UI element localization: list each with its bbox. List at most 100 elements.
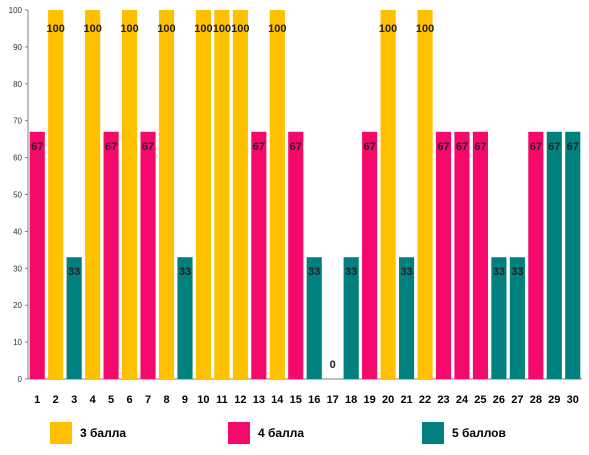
bar <box>121 10 138 379</box>
y-tick-label: 100 <box>9 6 23 15</box>
legend-swatch-3 <box>50 422 72 444</box>
x-tick-label: 26 <box>493 394 505 406</box>
x-tick-label: 3 <box>71 394 77 406</box>
data-label: 33 <box>345 266 357 278</box>
data-label: 0 <box>330 359 336 371</box>
x-tick-label: 25 <box>474 394 486 406</box>
data-label: 67 <box>290 141 302 153</box>
x-tick-label: 8 <box>163 394 169 406</box>
data-label: 33 <box>308 266 320 278</box>
bar <box>362 131 378 379</box>
data-label: 67 <box>548 141 560 153</box>
bar <box>398 257 415 379</box>
legend-item-5: 5 баллов <box>422 422 506 444</box>
data-label: 67 <box>474 141 486 153</box>
bar <box>48 10 64 379</box>
bar <box>85 10 101 379</box>
x-tick-label: 27 <box>511 394 523 406</box>
x-tick-label: 10 <box>197 394 209 406</box>
x-tick-label: 9 <box>182 394 188 406</box>
y-tick-label: 30 <box>13 264 22 273</box>
bar <box>251 131 267 379</box>
bar <box>343 257 359 379</box>
bar <box>417 10 433 379</box>
data-label: 100 <box>83 23 101 35</box>
data-label: 33 <box>68 266 80 278</box>
data-label: 100 <box>120 23 138 35</box>
data-label: 67 <box>364 141 376 153</box>
legend-label-5: 5 баллов <box>452 426 506 440</box>
x-tick-label: 28 <box>530 394 542 406</box>
data-label: 67 <box>456 141 468 153</box>
bar <box>435 131 452 379</box>
data-label: 33 <box>493 266 505 278</box>
data-label: 100 <box>194 23 212 35</box>
data-label: 100 <box>231 23 249 35</box>
x-tick-label: 20 <box>382 394 394 406</box>
y-tick-label: 60 <box>13 154 22 163</box>
bar <box>177 257 193 379</box>
bar <box>454 131 470 379</box>
bar <box>269 10 285 379</box>
bar <box>66 257 82 379</box>
x-tick-label: 12 <box>234 394 246 406</box>
data-label: 33 <box>179 266 191 278</box>
legend-swatch-5 <box>422 422 444 444</box>
y-tick-label: 0 <box>18 375 23 384</box>
x-tick-label: 22 <box>419 394 431 406</box>
x-tick-label: 18 <box>345 394 357 406</box>
data-label: 33 <box>400 266 412 278</box>
y-tick-label: 40 <box>13 227 22 236</box>
x-tick-label: 7 <box>145 394 151 406</box>
bar <box>140 131 156 379</box>
x-tick-label: 13 <box>253 394 265 406</box>
data-label: 67 <box>142 141 154 153</box>
bar <box>565 131 581 379</box>
data-label: 67 <box>105 141 117 153</box>
y-tick-label: 10 <box>13 338 22 347</box>
data-label: 100 <box>416 23 434 35</box>
x-tick-label: 19 <box>364 394 376 406</box>
x-tick-label: 2 <box>53 394 59 406</box>
bar <box>472 131 489 379</box>
data-label: 67 <box>437 141 449 153</box>
bar <box>158 10 175 379</box>
y-axis: 0 10 20 30 40 50 60 70 80 90 100 <box>9 6 29 384</box>
data-label: 100 <box>213 23 231 35</box>
x-tick-label: 1 <box>34 394 40 406</box>
x-tick-label: 17 <box>327 394 339 406</box>
y-tick-label: 70 <box>13 117 22 126</box>
bars <box>29 10 581 379</box>
x-tick-label: 15 <box>290 394 302 406</box>
bar <box>214 10 230 379</box>
data-label: 100 <box>47 23 65 35</box>
legend-item-3: 3 балла <box>50 422 126 444</box>
x-tick-label: 23 <box>437 394 449 406</box>
bar <box>29 131 45 379</box>
y-tick-label: 90 <box>13 43 22 52</box>
bar <box>491 257 507 379</box>
legend-swatch-4 <box>228 422 250 444</box>
bar <box>195 10 212 379</box>
data-label: 67 <box>530 141 542 153</box>
x-tick-label: 5 <box>108 394 114 406</box>
legend-label-3: 3 балла <box>80 426 127 440</box>
data-label: 100 <box>379 23 397 35</box>
data-label: 67 <box>253 141 265 153</box>
x-axis: 1 2 3 4 5 6 7 8 9 10 11 12 13 14 15 16 17 18 19 20 21 22 23 24 2… <box>28 378 582 406</box>
bar <box>288 131 304 379</box>
x-tick-label: 16 <box>308 394 320 406</box>
data-label: 33 <box>511 266 523 278</box>
data-label: 67 <box>567 141 579 153</box>
data-label: 67 <box>31 141 43 153</box>
x-tick-label: 4 <box>90 394 97 406</box>
bar <box>232 10 248 379</box>
legend-label-4: 4 балла <box>258 426 305 440</box>
x-tick-label: 11 <box>216 394 228 406</box>
x-tick-label: 24 <box>456 394 469 406</box>
bar <box>528 131 544 379</box>
x-tick-label: 21 <box>400 394 412 406</box>
bar <box>546 131 562 379</box>
bar <box>103 131 119 379</box>
